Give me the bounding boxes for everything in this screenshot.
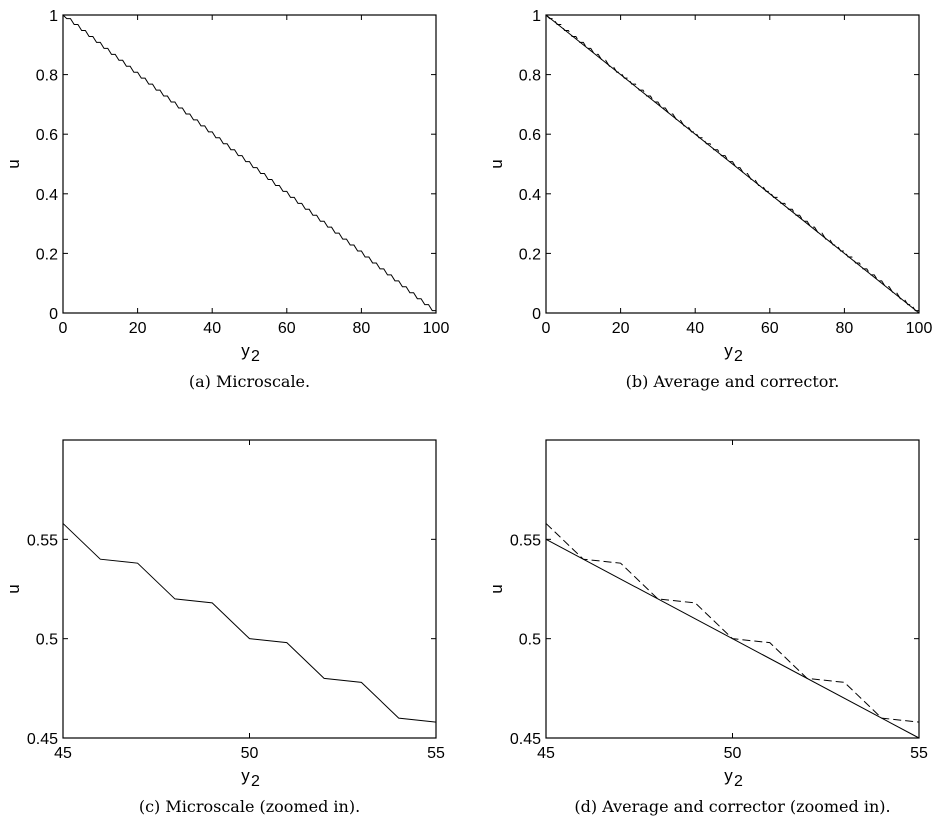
y-tick-label: 0.6	[519, 127, 541, 144]
y-tick-label: 0.2	[36, 246, 58, 263]
x-tick-label: 40	[203, 320, 221, 337]
x-tick-label: 20	[129, 320, 147, 337]
x-axis-label-subscript: 2	[734, 773, 743, 790]
x-tick-label: 55	[427, 745, 445, 762]
x-tick-label: 50	[241, 745, 259, 762]
x-axis-label-subscript: 2	[251, 773, 260, 790]
y-axis-label: u	[487, 584, 506, 593]
y-tick-label: 1	[532, 8, 541, 25]
panel-caption: (d) Average and corrector (zoomed in).	[574, 797, 890, 816]
x-tick-label: 45	[54, 745, 72, 762]
y-tick-label: 0.8	[519, 68, 541, 85]
x-axis-label: y	[724, 766, 733, 785]
y-tick-label: 0.55	[27, 532, 58, 549]
x-tick-label: 100	[423, 320, 450, 337]
y-tick-label: 0	[49, 306, 58, 323]
y-tick-label: 0.4	[519, 187, 541, 204]
x-tick-label: 45	[537, 745, 555, 762]
y-tick-label: 0.5	[519, 632, 541, 649]
x-tick-label: 80	[353, 320, 371, 337]
axes-box	[545, 14, 920, 314]
x-axis-label-subscript: 2	[251, 348, 260, 365]
panel-b: 0 20 40 60 80 100 0 0.2 0.4 0.6 0.8 1 y 2 u (b) Average…	[487, 8, 932, 391]
x-axis-label: y	[241, 766, 250, 785]
y-axis-label: u	[4, 584, 23, 593]
y-tick-label: 0.45	[27, 731, 58, 748]
series-line-dashed	[545, 14, 919, 312]
axes-box	[545, 439, 920, 739]
x-axis-label: y	[724, 341, 733, 360]
y-tick-label: 0.45	[510, 731, 541, 748]
x-tick-label: 20	[612, 320, 630, 337]
x-tick-label: 100	[906, 320, 933, 337]
panel-a: 0 20 40 60 80 100 0 0.2 0.4 0.6 0.8 1 y 2 u (a) Microsc…	[4, 8, 449, 391]
y-tick-label: 0.5	[36, 632, 58, 649]
y-tick-label: 0.55	[510, 532, 541, 549]
y-axis-label: u	[487, 159, 506, 168]
y-tick-label: 0.6	[36, 127, 58, 144]
x-tick-label: 0	[542, 320, 551, 337]
x-tick-label: 60	[761, 320, 779, 337]
y-axis-label: u	[4, 159, 23, 168]
panel-c: 45 50 55 0.45 0.5 0.55 y 2 u (c) Microscale (zoom…	[4, 439, 445, 816]
y-tick-label: 0.4	[36, 187, 58, 204]
y-tick-label: 1	[49, 8, 58, 25]
panel-caption: (b) Average and corrector.	[626, 372, 840, 391]
axes-box	[62, 439, 437, 739]
axes-box	[62, 14, 437, 314]
x-tick-label: 80	[836, 320, 854, 337]
x-tick-label: 60	[278, 320, 296, 337]
y-tick-label: 0.2	[519, 246, 541, 263]
panel-caption: (a) Microscale.	[189, 372, 310, 391]
x-tick-label: 40	[686, 320, 704, 337]
y-tick-label: 0	[532, 306, 541, 323]
y-tick-label: 0.8	[36, 68, 58, 85]
panel-d: 45 50 55 0.45 0.5 0.55 y 2 u (d) Average and corr…	[487, 439, 928, 816]
series-line-solid	[62, 523, 437, 723]
series-line-dashed	[545, 523, 920, 723]
x-tick-label: 50	[724, 745, 742, 762]
x-tick-label: 0	[59, 320, 68, 337]
x-axis-label-subscript: 2	[734, 348, 743, 365]
x-tick-label: 55	[910, 745, 928, 762]
series-line-solid	[62, 14, 436, 312]
x-axis-label: y	[241, 341, 250, 360]
panel-caption: (c) Microscale (zoomed in).	[139, 797, 360, 816]
